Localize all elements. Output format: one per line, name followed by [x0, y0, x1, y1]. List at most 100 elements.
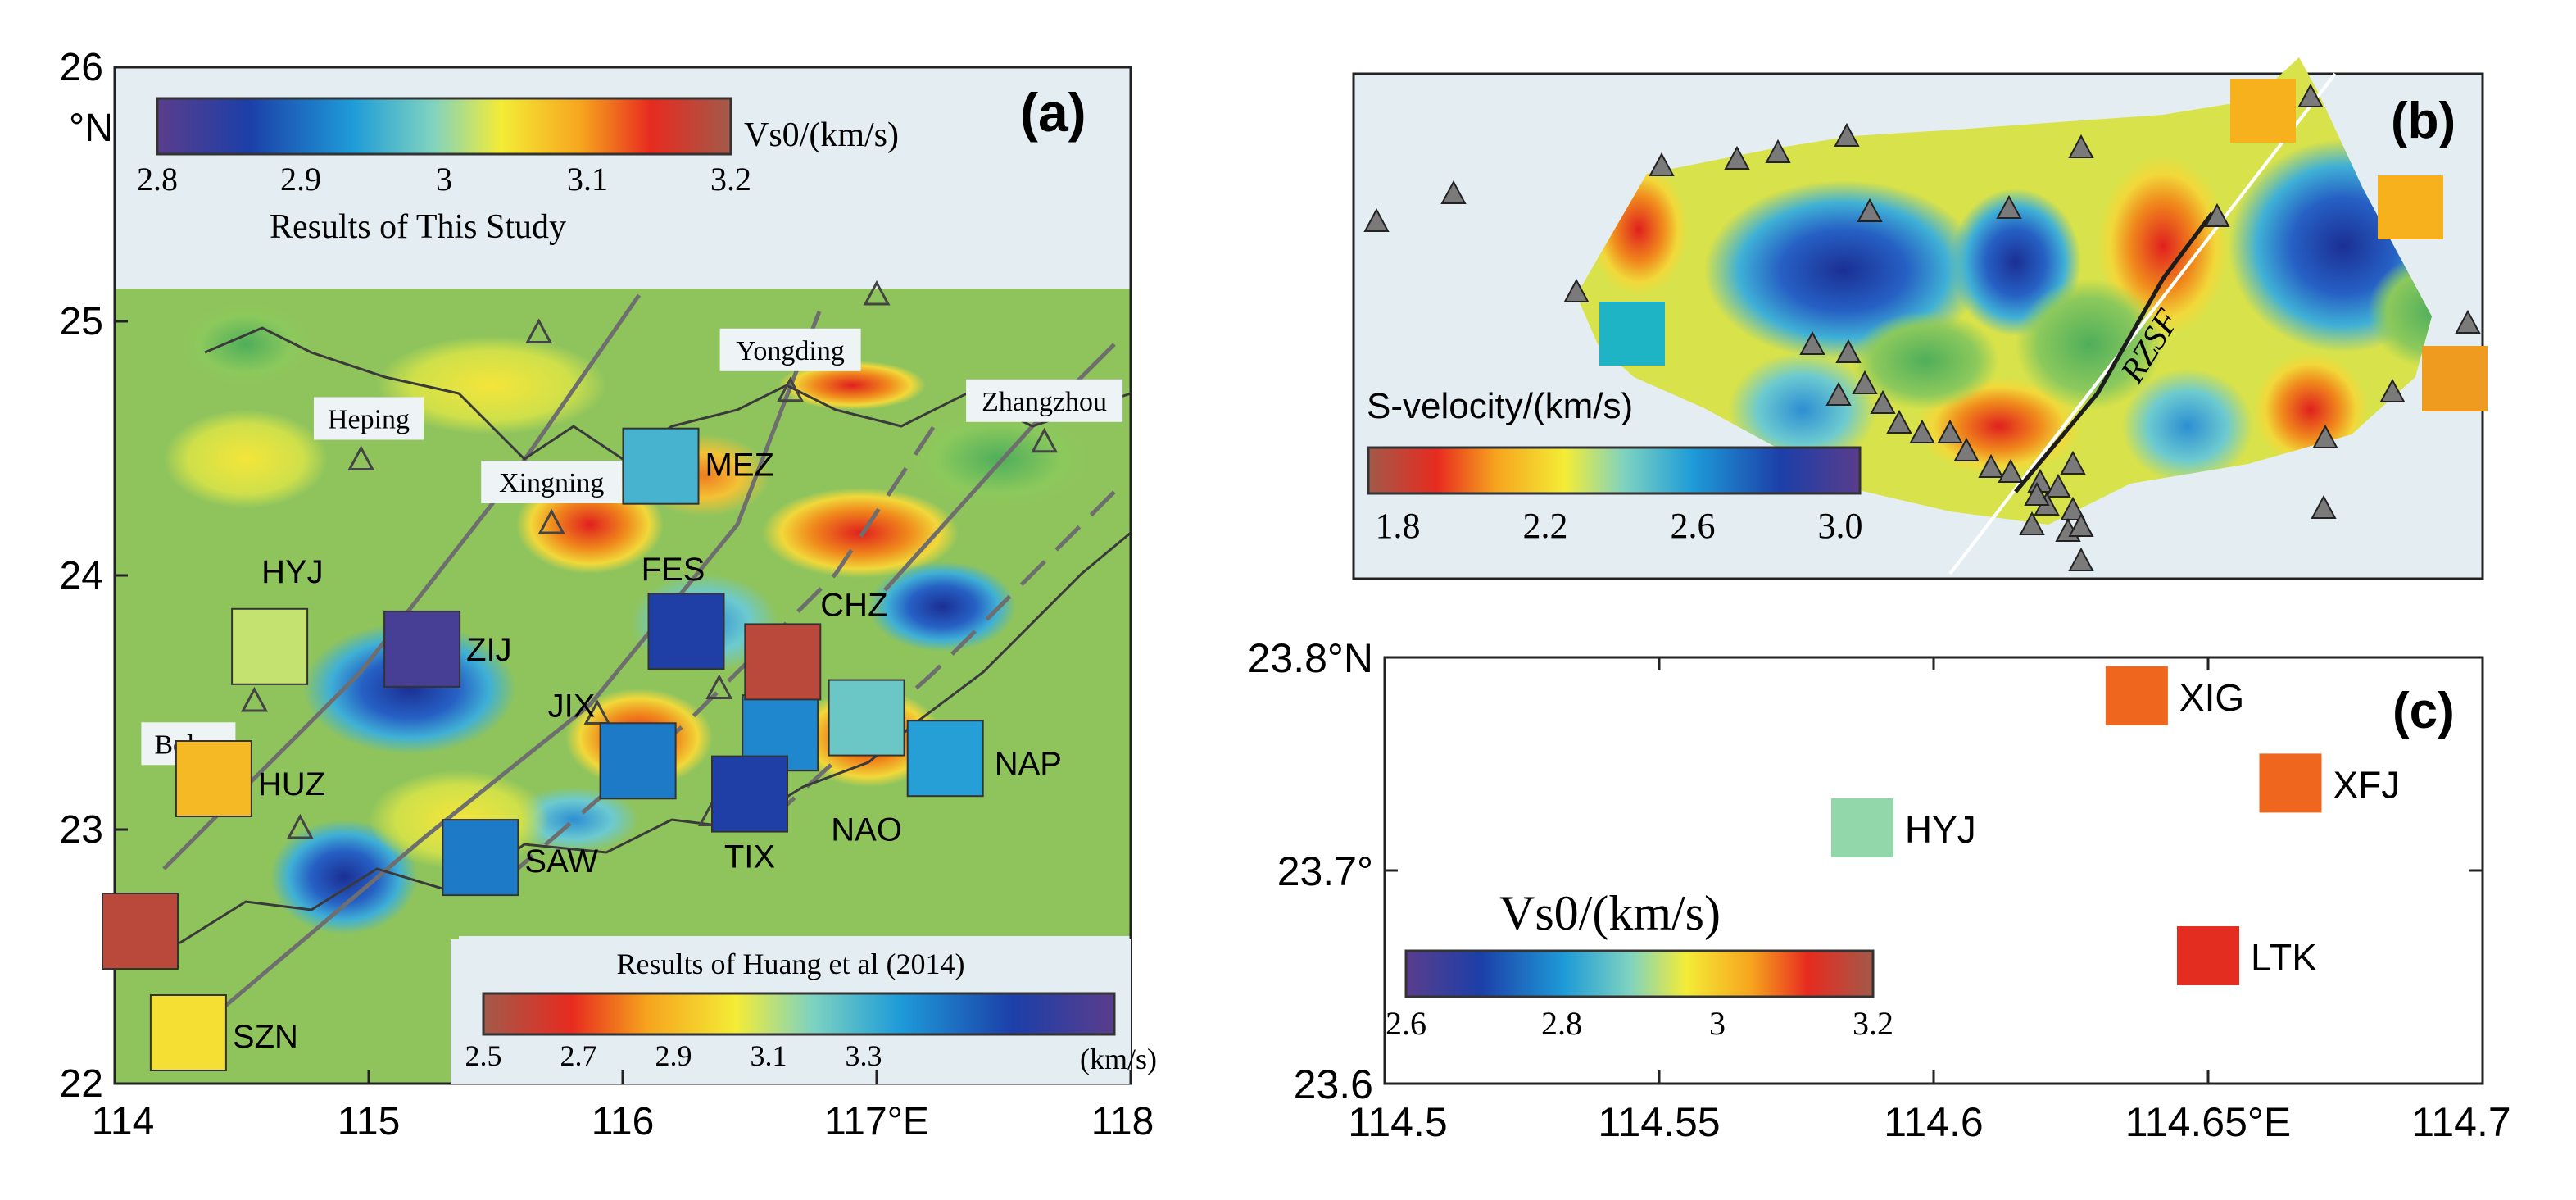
lon-tick-label: 115 [338, 1100, 401, 1143]
station-code: HUZ [258, 766, 325, 802]
colorbar-b [1367, 446, 1862, 495]
station-square [1599, 302, 1665, 366]
colorbar-bottom-title: Results of Huang et al (2014) [617, 948, 965, 980]
colorbar-b-title: S-velocity/(km/s) [1367, 386, 1633, 426]
panel-c-label: (c) [2392, 683, 2455, 739]
panel-b: RZSF S-velocity/(km/s) 1.8 2.2 2.6 3.0 (b) [1352, 57, 2488, 580]
station-triangle [2060, 496, 2086, 520]
station-code: FES [642, 552, 705, 588]
station-triangle [1953, 437, 1980, 461]
station-code: SZN [233, 1019, 298, 1055]
station-triangle [705, 674, 733, 699]
station-triangle [1937, 419, 1963, 443]
station-triangle [2068, 547, 2094, 571]
place-label-bg [966, 379, 1123, 422]
colorbar-b-tick: 2.6 [1671, 506, 1716, 546]
station-triangle [863, 280, 891, 306]
lon-tick-label: 114.5 [1348, 1099, 1447, 1145]
colorbar-c-title: Vs0/(km/s) [1499, 886, 1721, 940]
colorbar-bottom-ticks: 2.5 2.7 2.9 3.1 3.3 [465, 1039, 882, 1072]
place-name: Heping [328, 405, 410, 435]
colorbar-bottom-tick: 2.9 [655, 1039, 692, 1072]
place-label: Heping [314, 397, 424, 440]
station-square [175, 740, 252, 817]
station-code: XIG [2179, 676, 2244, 719]
place-label-bg [719, 328, 861, 371]
colorbar-top-tick: 3 [436, 161, 452, 198]
station-triangle [1834, 122, 1860, 147]
anomaly [778, 361, 926, 410]
station-triangle [2019, 511, 2045, 535]
station-triangle [1825, 381, 1852, 406]
colorbar-top-tick: 3.1 [567, 161, 608, 198]
station-code: JIX [548, 688, 596, 724]
station-triangle [2045, 473, 2071, 498]
colorbar-b-tick: 1.8 [1376, 506, 1421, 546]
station-triangle [777, 376, 805, 402]
station-triangle [1978, 453, 2004, 478]
station-square [828, 679, 905, 757]
station-triangle [2068, 134, 2094, 158]
station-triangle [2024, 481, 2050, 506]
station-squares: HYJ ZIJ MEZ FES CHZ JIX HUZ SAW TIX NAO NAP SZN [102, 427, 1062, 1071]
station-square [2259, 753, 2322, 813]
station-triangle [1857, 198, 1883, 222]
station-triangle [583, 699, 611, 725]
station-code: NAP [995, 746, 1062, 782]
station-square [2177, 926, 2239, 985]
station-triangle [2311, 494, 2337, 519]
station-code: MEZ [705, 448, 774, 484]
colorbar-bottom-tick: 3.3 [846, 1039, 882, 1072]
anomaly [1729, 352, 1876, 467]
station-code: SAW [524, 843, 598, 880]
anomaly [868, 561, 1016, 652]
colorbar-c-tick: 2.6 [1386, 1005, 1426, 1042]
anomaly [270, 820, 418, 934]
panel-a: HepingXingningYongdingZhangzhouBoluo HYJ… [60, 46, 1157, 1143]
lat-tick-label: 23.6 [1294, 1061, 1373, 1107]
station-square [622, 427, 700, 505]
rzsf-fault [2014, 211, 2214, 493]
station-square [647, 593, 725, 670]
fault-line [211, 311, 822, 1018]
anomaly [1852, 311, 1999, 410]
colorbar-top-tick: 2.9 [280, 161, 321, 198]
place-name: Yongding [736, 336, 845, 366]
station-square [149, 994, 227, 1071]
colorbar-c-tick: 3.2 [1853, 1005, 1893, 1042]
lon-tick-label: 114.65°E [2125, 1099, 2292, 1145]
colorbar-c-ticks: 2.6 2.8 3 3.2 [1386, 1005, 1893, 1042]
colorbar-top [156, 97, 732, 156]
longitude-ticks: 114.5 114.55 114.6 114.65°E 114.7 [1348, 657, 2511, 1145]
colorbar-top-tick: 2.8 [137, 161, 178, 198]
place-label-bg [314, 397, 424, 440]
station-square [1830, 798, 1893, 857]
station-code: XFJ [2333, 763, 2401, 806]
lat-tick-label: 24 [60, 554, 103, 598]
station-square [599, 722, 677, 800]
colorbar-c-tick: 2.8 [1541, 1005, 1582, 1042]
station-code: LTK [2251, 936, 2317, 979]
station-squares [1599, 79, 2488, 411]
station-square [231, 607, 309, 685]
colorbar-bottom-tick: 2.5 [465, 1039, 502, 1072]
colorbar-b-tick: 3.0 [1818, 506, 1863, 546]
station-triangle [1724, 145, 1750, 170]
place-name: Zhangzhou [982, 387, 1107, 417]
panel-a-label: (a) [1020, 82, 1086, 143]
station-code: NAO [831, 812, 902, 848]
station-code: HYJ [261, 554, 324, 590]
station-triangle [1799, 330, 1825, 355]
anomaly [377, 336, 606, 434]
lon-tick-label: 116 [592, 1100, 655, 1143]
anomaly [2368, 254, 2432, 369]
lat-tick-label: 25 [60, 300, 103, 343]
anomaly [762, 488, 959, 578]
station-square [744, 623, 822, 701]
station-triangle [2060, 450, 2086, 475]
station-triangle [1870, 389, 1896, 414]
station-triangle [1998, 458, 2024, 483]
fault-line [506, 425, 937, 879]
station-triangle [1363, 207, 1390, 232]
station-triangle [1886, 409, 1912, 434]
